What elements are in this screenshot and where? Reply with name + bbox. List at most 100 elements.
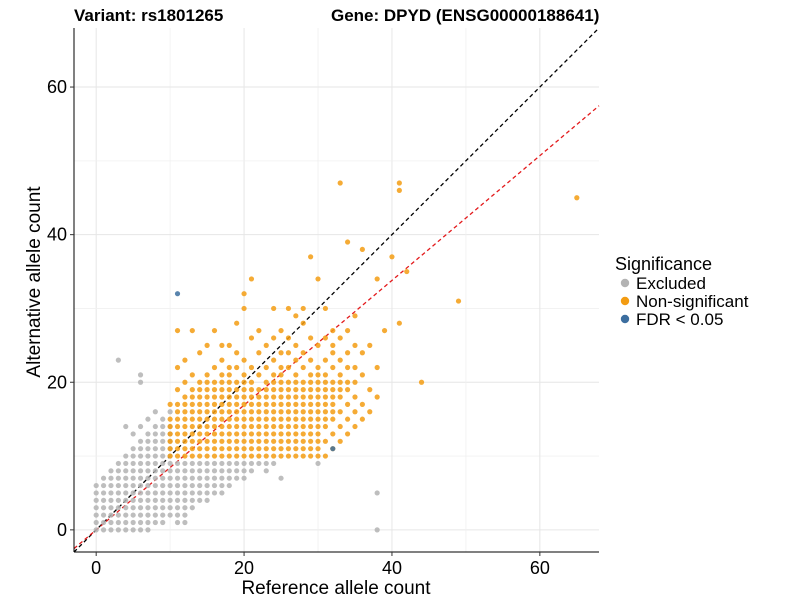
data-point: [197, 387, 203, 393]
legend-label: FDR < 0.05: [636, 310, 723, 329]
data-point: [93, 482, 99, 489]
data-point: [293, 401, 299, 407]
data-point: [285, 364, 292, 371]
data-point: [137, 527, 144, 533]
data-point: [182, 460, 188, 467]
data-point: [211, 379, 218, 385]
data-point: [189, 482, 195, 489]
data-point: [315, 416, 321, 422]
data-point: [248, 453, 255, 459]
data-point: [197, 423, 203, 430]
data-point: [197, 482, 203, 489]
data-point: [263, 409, 269, 415]
data-point: [182, 423, 188, 430]
data-point: [293, 416, 299, 422]
data-point: [167, 475, 173, 481]
data-point: [174, 291, 181, 297]
data-point: [123, 453, 129, 459]
data-point: [197, 401, 203, 407]
y-tick-label: 60: [47, 77, 67, 97]
data-point: [315, 387, 321, 393]
data-point: [278, 431, 284, 437]
data-point: [226, 409, 232, 415]
data-point: [182, 482, 188, 489]
data-point: [123, 423, 129, 430]
data-point: [152, 519, 158, 526]
reference-lines: [73, 27, 600, 553]
data-point: [174, 423, 181, 430]
data-point: [115, 482, 121, 489]
data-point: [330, 364, 336, 371]
data-point: [278, 327, 284, 334]
data-point: [204, 482, 210, 489]
data-point: [182, 505, 188, 511]
data-point: [322, 357, 329, 363]
data-point: [248, 401, 255, 407]
data-point: [197, 379, 203, 385]
data-point: [115, 468, 121, 474]
grid-lines: [74, 28, 599, 552]
data-point: [256, 409, 262, 415]
data-point: [344, 416, 351, 422]
data-point: [322, 387, 329, 393]
data-point: [248, 416, 255, 422]
data-point: [123, 519, 129, 526]
data-point: [308, 357, 314, 363]
data-point: [137, 453, 144, 459]
data-point: [130, 519, 136, 526]
data-point: [271, 335, 277, 341]
data-point: [308, 446, 314, 452]
data-point: [293, 409, 299, 415]
chart-title-variant: Variant: rs1801265: [74, 6, 223, 25]
data-point: [145, 512, 151, 518]
data-point: [293, 438, 299, 444]
data-point: [145, 519, 151, 526]
data-point: [130, 468, 136, 474]
data-point: [130, 497, 136, 503]
data-point: [248, 438, 255, 444]
data-point: [300, 305, 306, 312]
data-point: [160, 497, 166, 503]
data-point: [211, 438, 218, 444]
data-point: [167, 401, 173, 407]
data-point: [182, 431, 188, 437]
data-point: [241, 401, 247, 407]
data-point: [130, 505, 136, 511]
data-point: [182, 468, 188, 474]
legend-title: Significance: [615, 254, 712, 274]
data-point: [308, 335, 314, 341]
data-point: [300, 409, 306, 415]
data-point: [241, 357, 247, 363]
data-point: [271, 416, 277, 422]
data-point: [174, 416, 181, 422]
data-point: [293, 423, 299, 430]
data-point: [330, 416, 336, 422]
data-point: [344, 364, 351, 371]
data-point: [189, 423, 195, 430]
data-point: [174, 519, 181, 526]
data-point: [219, 490, 225, 496]
data-point: [263, 438, 269, 444]
data-point: [189, 372, 195, 378]
data-point: [197, 497, 203, 503]
data-point: [204, 460, 210, 467]
data-point: [248, 335, 255, 341]
data-point: [256, 350, 262, 356]
data-point: [322, 394, 329, 400]
data-point: [145, 438, 151, 444]
data-point: [285, 401, 292, 407]
data-point: [182, 497, 188, 503]
data-point: [174, 327, 181, 334]
data-point: [123, 468, 129, 474]
data-point: [234, 446, 240, 452]
data-point: [330, 446, 336, 452]
data-point: [234, 475, 240, 481]
data-point: [167, 512, 173, 518]
data-point: [234, 431, 240, 437]
data-point: [115, 460, 121, 467]
data-point: [234, 468, 240, 474]
data-point: [108, 468, 114, 474]
data-point: [108, 512, 114, 518]
data-point: [322, 305, 329, 312]
